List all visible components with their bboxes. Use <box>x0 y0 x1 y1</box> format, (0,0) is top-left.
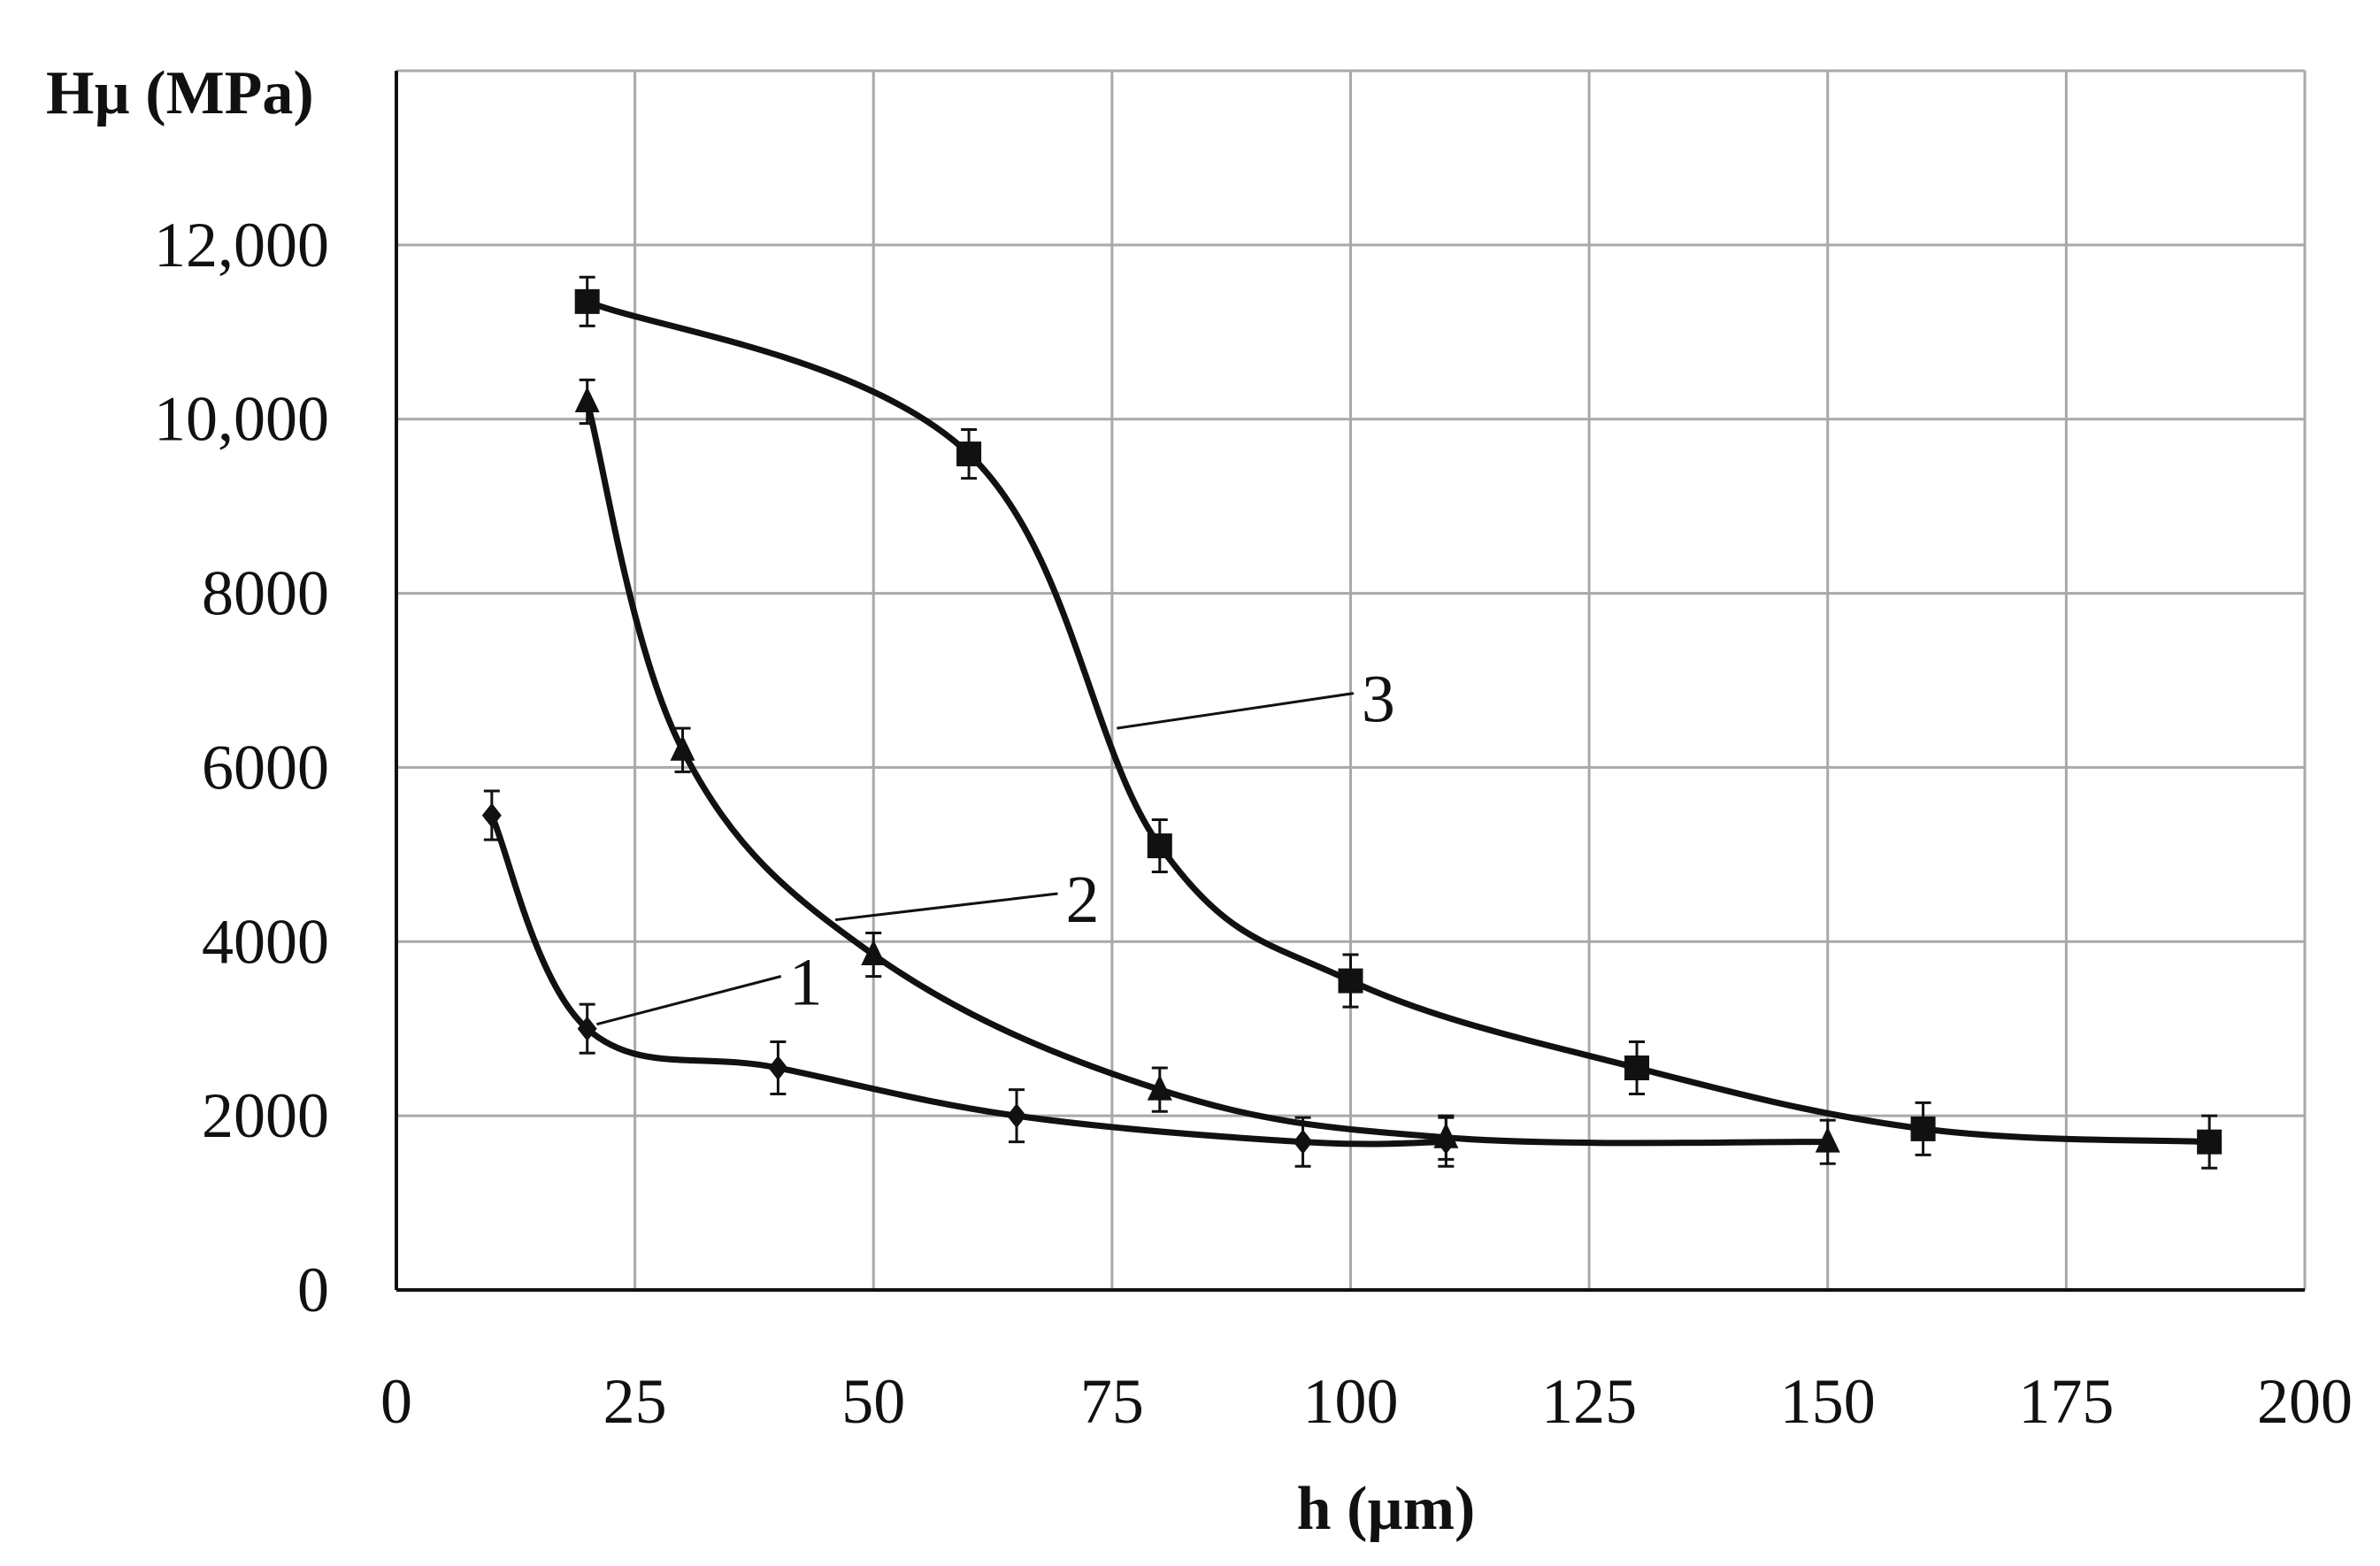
x-tick-label: 75 <box>1080 1366 1144 1437</box>
series-3-point <box>2197 1129 2223 1155</box>
series-3-point <box>1910 1116 1936 1141</box>
x-tick-label: 175 <box>2018 1366 2114 1437</box>
label-leader-line <box>1117 692 1355 730</box>
x-tick-label: 25 <box>603 1366 667 1437</box>
series-1-point <box>1293 1129 1313 1155</box>
y-tick-label: 0 <box>297 1255 329 1325</box>
tick-labels: 0 25 50 75 100 125 150 175 200020004000600080001… <box>154 210 2353 1437</box>
y-tick-label: 2000 <box>202 1080 329 1151</box>
series-3 <box>574 275 2223 1170</box>
curve-labels: 1 2 3 <box>596 663 1395 1026</box>
y-tick-label: 10,000 <box>154 384 329 455</box>
x-tick-label: 100 <box>1303 1366 1399 1437</box>
series-2-point <box>574 387 600 413</box>
series <box>481 275 2223 1170</box>
x-tick-label: 125 <box>1541 1366 1637 1437</box>
series-2-point <box>861 940 887 966</box>
series-3-line <box>584 298 2213 1146</box>
series-1-point <box>577 1016 597 1041</box>
x-axis-title: h (µm) <box>1297 1475 1476 1543</box>
series-1-point <box>481 802 502 828</box>
label-leader-line <box>596 975 782 1026</box>
series-2-point <box>1815 1126 1840 1153</box>
series-3-point <box>956 441 982 467</box>
y-tick-label: 4000 <box>202 906 329 977</box>
curve-label-2: 2 <box>1066 863 1100 937</box>
x-tick-label: 150 <box>1780 1366 1876 1437</box>
y-tick-label: 8000 <box>202 558 329 629</box>
curve-label-1: 1 <box>789 946 823 1020</box>
x-tick-label: 50 <box>841 1366 905 1437</box>
y-axis-title: Hµ (MPa) <box>46 59 314 127</box>
series-3-point <box>574 288 600 314</box>
x-tick-label: 200 <box>2257 1366 2353 1437</box>
series-2-point <box>1147 1074 1172 1101</box>
series-3-point <box>1338 968 1363 994</box>
series-2-point <box>1433 1122 1459 1148</box>
axes <box>395 71 2305 1292</box>
series-1-point <box>768 1056 788 1081</box>
series-1 <box>481 789 1456 1168</box>
series-1-point <box>1007 1103 1027 1129</box>
series-2 <box>574 378 1840 1165</box>
y-tick-label: 12,000 <box>154 210 329 280</box>
grid <box>396 69 2307 1290</box>
y-tick-label: 6000 <box>202 732 329 802</box>
series-2-line <box>584 398 1831 1147</box>
x-tick-label: 0 <box>380 1366 412 1437</box>
label-leader-line <box>834 892 1058 922</box>
series-3-point <box>1147 833 1172 859</box>
series-3-point <box>1624 1056 1650 1081</box>
curve-label-3: 3 <box>1362 663 1395 737</box>
series-2-point <box>670 734 695 761</box>
